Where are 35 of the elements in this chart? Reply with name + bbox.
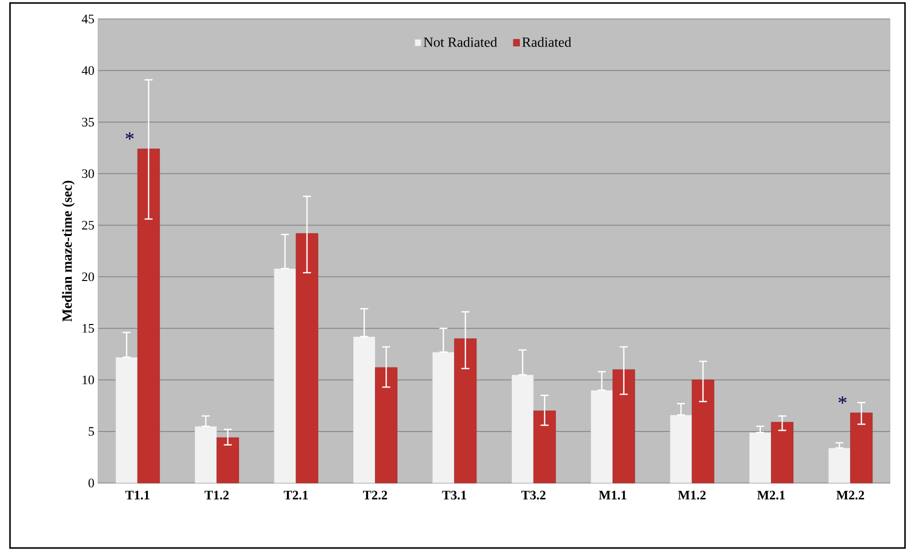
x-tick-label: T1.1	[125, 490, 150, 500]
bar	[454, 338, 477, 484]
x-tick-label: T2.1	[284, 490, 308, 500]
annotation: *	[126, 132, 134, 140]
bar	[850, 412, 873, 484]
y-tick-label: 15	[82, 324, 94, 333]
legend-label: Radiated	[522, 37, 572, 47]
y-tick-label: 0	[88, 478, 94, 488]
bar	[375, 367, 398, 484]
y-tick-label: 30	[82, 169, 94, 178]
legend-label: Not Radiated	[424, 37, 498, 47]
y-tick-label: 35	[82, 118, 94, 126]
annotation: *	[838, 396, 847, 404]
bar	[692, 380, 714, 484]
x-tick-label: M1.1	[598, 490, 626, 500]
y-tick-label: 5	[88, 427, 94, 436]
bar	[612, 369, 636, 484]
x-tick-label: T3.1	[442, 490, 466, 500]
y-tick-label: 40	[82, 66, 94, 75]
x-tick-label: M1.2	[678, 490, 706, 500]
y-tick-label: 45	[82, 14, 94, 24]
y-axis-title: Median maze-time (sec)	[62, 180, 75, 322]
bar	[296, 233, 318, 484]
bar	[137, 148, 160, 484]
x-tick-label: M2.2	[836, 490, 864, 500]
y-tick-label: 25	[82, 220, 94, 230]
x-tick-label: T1.2	[204, 490, 229, 500]
bar	[771, 422, 794, 484]
bar	[533, 410, 556, 484]
bar	[216, 437, 239, 484]
x-tick-label: M2.1	[757, 490, 785, 500]
y-tick-label: 10	[82, 376, 94, 384]
x-tick-label: T3.2	[521, 490, 546, 500]
y-tick-label: 20	[82, 272, 94, 282]
x-tick-label: T2.2	[362, 490, 388, 500]
